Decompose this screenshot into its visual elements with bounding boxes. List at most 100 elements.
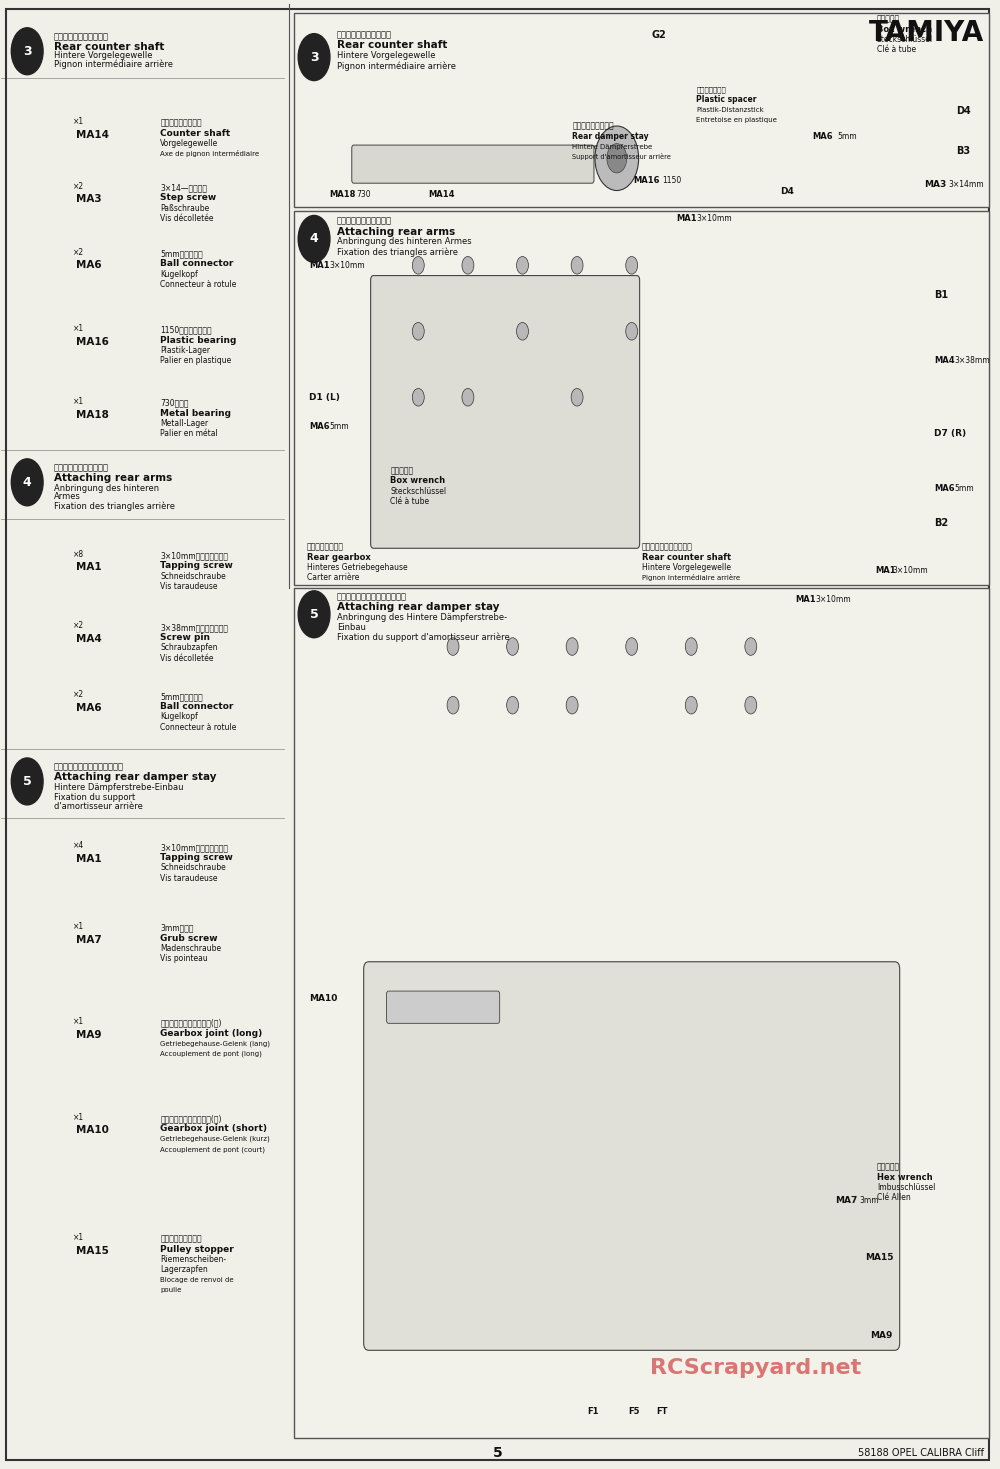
Text: MA4: MA4	[934, 355, 955, 366]
Text: Grub screw: Grub screw	[160, 934, 218, 943]
Text: Entretoise en plastique: Entretoise en plastique	[696, 118, 777, 123]
Text: MA6: MA6	[76, 260, 101, 270]
Text: 3×10mm: 3×10mm	[696, 214, 732, 223]
Text: 3mm: 3mm	[859, 1196, 879, 1205]
Circle shape	[745, 696, 757, 714]
Circle shape	[447, 638, 459, 655]
Text: リヤカウンターシャフト: リヤカウンターシャフト	[54, 32, 109, 41]
Circle shape	[517, 257, 528, 275]
Text: MA7: MA7	[76, 934, 102, 945]
Text: 3: 3	[23, 44, 32, 57]
Circle shape	[447, 696, 459, 714]
Text: Accouplement de pont (long): Accouplement de pont (long)	[160, 1050, 262, 1058]
Text: Hintere Dämpferstrebe: Hintere Dämpferstrebe	[572, 144, 652, 150]
Text: Box wrench: Box wrench	[390, 476, 446, 485]
Text: 1150プラベアリング: 1150プラベアリング	[160, 325, 212, 335]
Text: Hinteres Getriebegehause: Hinteres Getriebegehause	[307, 563, 408, 571]
Text: MA3: MA3	[76, 194, 101, 204]
Text: 5: 5	[493, 1445, 503, 1460]
Text: Box wrench: Box wrench	[877, 25, 932, 34]
Text: MA16: MA16	[634, 176, 660, 185]
Text: B2: B2	[934, 519, 949, 529]
Text: 六角レンチ: 六角レンチ	[877, 1162, 900, 1172]
Text: B3: B3	[956, 145, 970, 156]
Text: Fixation des triangles arrière: Fixation des triangles arrière	[54, 501, 175, 511]
Text: Schneidschraube: Schneidschraube	[160, 864, 226, 873]
Text: D7 (R): D7 (R)	[934, 429, 967, 438]
FancyBboxPatch shape	[364, 962, 900, 1350]
Text: Pignon intermédiaire arrière: Pignon intermédiaire arrière	[337, 62, 456, 71]
Text: 4: 4	[23, 476, 32, 489]
Text: Kugelkopf: Kugelkopf	[160, 712, 198, 721]
Circle shape	[566, 638, 578, 655]
Text: Hex wrench: Hex wrench	[877, 1172, 932, 1181]
Text: 3×10mmタッピングビス: 3×10mmタッピングビス	[160, 843, 228, 852]
Text: Vis décolletée: Vis décolletée	[160, 214, 214, 223]
Text: Rear counter shaft: Rear counter shaft	[54, 41, 164, 51]
Text: 5mm: 5mm	[837, 132, 857, 141]
Text: Rear gearbox: Rear gearbox	[307, 552, 371, 561]
Text: D4: D4	[781, 188, 794, 197]
Circle shape	[412, 323, 424, 341]
Text: ×1: ×1	[73, 397, 84, 405]
Text: D1 (L): D1 (L)	[309, 392, 340, 401]
Text: Lagerzapfen: Lagerzapfen	[160, 1265, 208, 1274]
Text: リヤロアームの取り付け: リヤロアームの取り付け	[54, 463, 109, 472]
Text: 3×10mm: 3×10mm	[329, 261, 365, 270]
Text: 730: 730	[357, 191, 371, 200]
Text: Kugelkopf: Kugelkopf	[160, 270, 198, 279]
Text: 4: 4	[310, 232, 318, 245]
Text: Madenschraube: Madenschraube	[160, 945, 221, 953]
Circle shape	[745, 638, 757, 655]
Text: Riemenscheiben-: Riemenscheiben-	[160, 1255, 226, 1263]
Text: Pignon intermédiaire arrière: Pignon intermédiaire arrière	[54, 60, 173, 69]
Circle shape	[507, 696, 519, 714]
Text: MA6: MA6	[934, 483, 955, 492]
Text: 5mm: 5mm	[954, 483, 974, 492]
Text: ×1: ×1	[73, 323, 84, 333]
Text: F5: F5	[629, 1407, 640, 1416]
Text: Tapping screw: Tapping screw	[160, 853, 233, 862]
Text: Pignon intermédiaire arrière: Pignon intermédiaire arrière	[642, 574, 740, 582]
Text: Rear counter shaft: Rear counter shaft	[337, 40, 447, 50]
Text: Rear damper stay: Rear damper stay	[572, 132, 649, 141]
Text: Attaching rear damper stay: Attaching rear damper stay	[337, 602, 499, 613]
Text: 3×38mmスクリューピン: 3×38mmスクリューピン	[160, 623, 228, 632]
Text: Hintere Dämpferstrebe-Einbau: Hintere Dämpferstrebe-Einbau	[54, 783, 183, 792]
Text: Metal bearing: Metal bearing	[160, 408, 231, 417]
Text: MA6: MA6	[309, 422, 330, 430]
Text: MA18: MA18	[329, 191, 355, 200]
Text: 3×14—段付ビス: 3×14—段付ビス	[160, 184, 207, 192]
Text: MA3: MA3	[925, 181, 947, 190]
Text: Anbringung des hinteren Armes: Anbringung des hinteren Armes	[337, 238, 472, 247]
Text: ×1: ×1	[73, 118, 84, 126]
Text: Screw pin: Screw pin	[160, 633, 210, 642]
Text: 3: 3	[310, 50, 318, 63]
Text: 3×10mm: 3×10mm	[893, 566, 928, 574]
Text: Anbringung des Hintere Dämpferstrebe-: Anbringung des Hintere Dämpferstrebe-	[337, 613, 507, 621]
Text: MA9: MA9	[76, 1030, 101, 1040]
Text: Clé à tube: Clé à tube	[877, 46, 916, 54]
Text: リヤカウンターシャフト: リヤカウンターシャフト	[337, 31, 392, 40]
Text: Gearbox joint (long): Gearbox joint (long)	[160, 1030, 262, 1039]
Text: プーリーストッパー: プーリーストッパー	[160, 1234, 202, 1243]
Text: Fixation du support: Fixation du support	[54, 793, 135, 802]
Text: Hintere Vorgelegewelle: Hintere Vorgelegewelle	[337, 51, 435, 60]
Text: Getriebegehause-Gelenk (lang): Getriebegehause-Gelenk (lang)	[160, 1040, 270, 1047]
Text: MA15: MA15	[76, 1246, 109, 1256]
Text: ギヤボックスジョイント(長): ギヤボックスジョイント(長)	[160, 1019, 222, 1028]
Text: 5mmピロボール: 5mmピロボール	[160, 692, 203, 701]
Text: MA10: MA10	[76, 1125, 109, 1136]
Text: リヤダンパーステー: リヤダンパーステー	[572, 122, 614, 131]
Text: 十字レンチ: 十字レンチ	[877, 15, 900, 24]
Text: Connecteur à rotule: Connecteur à rotule	[160, 281, 237, 289]
Text: Plastik-Distanzstick: Plastik-Distanzstick	[696, 107, 764, 113]
Text: TAMIYA: TAMIYA	[869, 19, 984, 47]
Text: MA6: MA6	[812, 132, 833, 141]
Text: リヤロアームの取り付け: リヤロアームの取り付け	[337, 217, 392, 226]
Text: MA14: MA14	[428, 191, 455, 200]
Text: B1: B1	[934, 289, 949, 300]
Text: 5: 5	[23, 776, 32, 787]
Circle shape	[11, 758, 43, 805]
Text: ×2: ×2	[73, 248, 84, 257]
